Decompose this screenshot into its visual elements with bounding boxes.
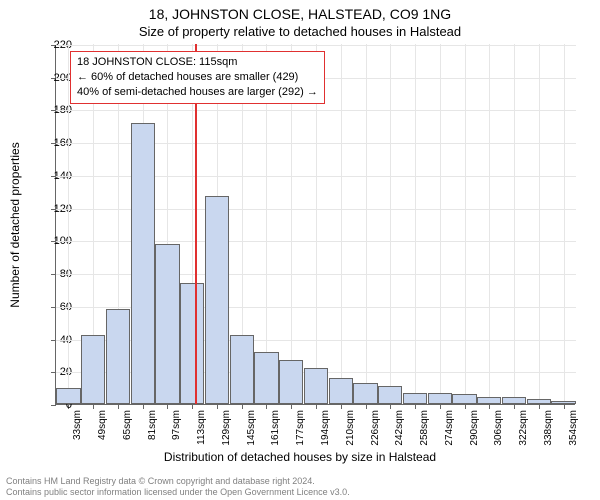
gridline-v (465, 44, 466, 404)
bar (551, 401, 575, 404)
xtick-mark (539, 404, 540, 409)
annotation-box: 18 JOHNSTON CLOSE: 115sqm← 60% of detach… (70, 51, 325, 104)
xtick-mark (564, 404, 565, 409)
xtick-label: 97sqm (171, 410, 182, 440)
xtick-mark (390, 404, 391, 409)
gridline-v (390, 44, 391, 404)
plot-area: 33sqm49sqm65sqm81sqm97sqm113sqm129sqm145… (55, 45, 575, 405)
bar (304, 368, 328, 404)
bar (81, 335, 105, 404)
bar (56, 388, 80, 404)
xtick-mark (167, 404, 168, 409)
xtick-label: 49sqm (97, 410, 108, 440)
bar (502, 397, 526, 404)
footer-line-1: Contains HM Land Registry data © Crown c… (6, 476, 350, 487)
annotation-line: 40% of semi-detached houses are larger (… (77, 85, 318, 100)
gridline-v (341, 44, 342, 404)
xtick-label: 113sqm (196, 410, 207, 445)
gridline-v (489, 44, 490, 404)
xtick-label: 194sqm (320, 410, 331, 446)
xtick-mark (242, 404, 243, 409)
bar (452, 394, 476, 404)
gridline-v (539, 44, 540, 404)
xtick-label: 81sqm (147, 410, 158, 440)
xtick-label: 145sqm (246, 410, 257, 446)
annotation-line: ← 60% of detached houses are smaller (42… (77, 70, 318, 85)
xtick-label: 290sqm (469, 410, 480, 446)
gridline-v (564, 44, 565, 404)
xtick-mark (366, 404, 367, 409)
xtick-label: 226sqm (370, 410, 381, 446)
xtick-mark (266, 404, 267, 409)
xtick-label: 258sqm (419, 410, 430, 446)
bar (155, 244, 179, 404)
bar (131, 123, 155, 404)
xtick-label: 338sqm (543, 410, 554, 446)
xtick-mark (415, 404, 416, 409)
xtick-mark (118, 404, 119, 409)
bar (378, 386, 402, 404)
bar (230, 335, 254, 404)
gridline-v (514, 44, 515, 404)
gridline-v (366, 44, 367, 404)
xtick-label: 242sqm (394, 410, 405, 446)
bar (527, 399, 551, 404)
xtick-mark (192, 404, 193, 409)
bar (254, 352, 278, 404)
chart-title-main: 18, JOHNSTON CLOSE, HALSTEAD, CO9 1NG (0, 0, 600, 22)
xtick-mark (514, 404, 515, 409)
bar (205, 196, 229, 404)
xtick-label: 322sqm (518, 410, 529, 446)
bar (180, 283, 204, 404)
xtick-label: 177sqm (295, 410, 306, 446)
annotation-line: 18 JOHNSTON CLOSE: 115sqm (77, 55, 318, 70)
bar (428, 393, 452, 404)
chart-area: 33sqm49sqm65sqm81sqm97sqm113sqm129sqm145… (55, 45, 575, 405)
gridline-v (415, 44, 416, 404)
xtick-label: 65sqm (122, 410, 133, 440)
xtick-mark (217, 404, 218, 409)
xtick-label: 129sqm (221, 410, 232, 446)
bar (279, 360, 303, 404)
xtick-mark (143, 404, 144, 409)
gridline-v (440, 44, 441, 404)
xtick-mark (341, 404, 342, 409)
footer-line-2: Contains public sector information licen… (6, 487, 350, 498)
bar (329, 378, 353, 404)
footer-attribution: Contains HM Land Registry data © Crown c… (6, 476, 350, 498)
bar (353, 383, 377, 404)
xtick-label: 306sqm (493, 410, 504, 446)
xtick-label: 33sqm (72, 410, 83, 440)
xtick-label: 210sqm (345, 410, 356, 446)
bar (403, 393, 427, 404)
xtick-label: 274sqm (444, 410, 455, 446)
xtick-label: 354sqm (568, 410, 579, 446)
xtick-mark (489, 404, 490, 409)
bar (106, 309, 130, 404)
xtick-mark (440, 404, 441, 409)
xtick-label: 161sqm (270, 410, 281, 446)
xtick-mark (316, 404, 317, 409)
bar (477, 397, 501, 404)
x-axis-label: Distribution of detached houses by size … (0, 450, 600, 464)
chart-title-sub: Size of property relative to detached ho… (0, 22, 600, 39)
xtick-mark (465, 404, 466, 409)
y-axis-label: Number of detached properties (8, 142, 22, 307)
xtick-mark (93, 404, 94, 409)
xtick-mark (291, 404, 292, 409)
